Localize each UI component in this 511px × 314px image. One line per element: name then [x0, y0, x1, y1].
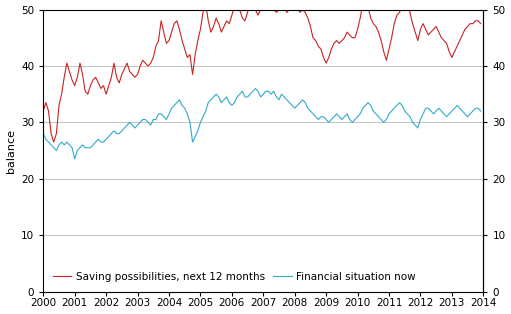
Financial situation now [72, 157, 78, 161]
Y-axis label: balance: balance [6, 128, 15, 172]
Saving possibilities, next 12 months [302, 10, 308, 14]
Saving possibilities, next 12 months [40, 109, 47, 113]
Financial situation now [252, 87, 259, 90]
Saving possibilities, next 12 months [192, 53, 198, 57]
Saving possibilities, next 12 months [294, 5, 300, 8]
Financial situation now [394, 104, 400, 107]
Financial situation now [294, 104, 300, 107]
Saving possibilities, next 12 months [478, 22, 484, 25]
Financial situation now [122, 126, 128, 130]
Legend: Saving possibilities, next 12 months, Financial situation now: Saving possibilities, next 12 months, Fi… [49, 268, 420, 286]
Financial situation now [169, 106, 175, 110]
Financial situation now [192, 134, 198, 138]
Line: Financial situation now: Financial situation now [43, 89, 481, 159]
Saving possibilities, next 12 months [51, 140, 57, 144]
Saving possibilities, next 12 months [122, 67, 128, 71]
Financial situation now [302, 101, 308, 105]
Saving possibilities, next 12 months [169, 30, 175, 34]
Financial situation now [478, 109, 484, 113]
Financial situation now [40, 132, 47, 136]
Saving possibilities, next 12 months [394, 13, 400, 17]
Line: Saving possibilities, next 12 months: Saving possibilities, next 12 months [43, 0, 481, 142]
